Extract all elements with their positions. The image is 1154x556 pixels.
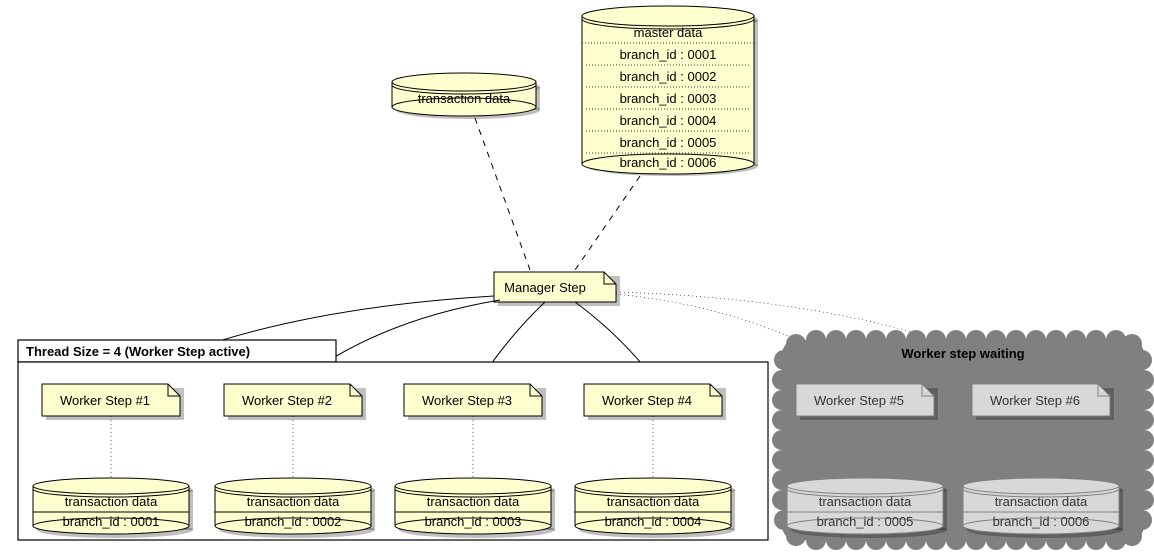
worker-step-2: Worker Step #2: [224, 384, 366, 420]
top-transaction-cylinder: transaction data: [392, 73, 536, 116]
edge-master-manager: [575, 176, 640, 270]
cyl-branch: branch_id : 0006: [993, 514, 1090, 529]
worker-cylinder-6: transaction data branch_id : 0006: [963, 478, 1123, 538]
worker-step-3: Worker Step #3: [404, 384, 546, 420]
manager-step-node: Manager Step: [494, 272, 620, 306]
worker-label: Worker Step #2: [242, 393, 332, 408]
cyl-branch: branch_id : 0001: [63, 514, 160, 529]
manager-step-label: Manager Step: [504, 280, 586, 295]
master-row: branch_id : 0001: [620, 47, 717, 62]
worker-cylinder-4: transaction data branch_id : 0004: [575, 478, 735, 538]
worker-step-4: Worker Step #4: [584, 384, 726, 420]
master-row: branch_id : 0002: [620, 69, 717, 84]
master-row: branch_id : 0004: [620, 113, 717, 128]
cyl-tx: transaction data: [995, 494, 1088, 509]
cyl-tx: transaction data: [427, 494, 520, 509]
worker-label: Worker Step #4: [602, 393, 692, 408]
cyl-branch: branch_id : 0002: [245, 514, 342, 529]
diagram-canvas: transaction data master data branch_id :…: [0, 0, 1154, 556]
worker-step-6: Worker Step #6: [972, 384, 1114, 420]
master-row: branch_id : 0006: [620, 155, 717, 170]
master-data-cylinder: master data branch_id : 0001 branch_id :…: [582, 6, 754, 174]
master-row: branch_id : 0005: [620, 135, 717, 150]
worker-cylinder-2: transaction data branch_id : 0002: [215, 478, 375, 538]
worker-label: Worker Step #1: [60, 393, 150, 408]
worker-cylinder-5: transaction data branch_id : 0005: [787, 478, 947, 538]
active-group-title: Thread Size = 4 (Worker Step active): [26, 344, 250, 359]
master-row: branch_id : 0003: [620, 91, 717, 106]
worker-label: Worker Step #3: [422, 393, 512, 408]
worker-step-1: Worker Step #1: [42, 384, 184, 420]
cyl-tx: transaction data: [819, 494, 912, 509]
cyl-branch: branch_id : 0003: [425, 514, 522, 529]
cyl-branch: branch_id : 0004: [605, 514, 702, 529]
cyl-tx: transaction data: [247, 494, 340, 509]
cyl-branch: branch_id : 0005: [817, 514, 914, 529]
worker-label: Worker Step #6: [990, 393, 1080, 408]
waiting-group-title: Worker step waiting: [901, 346, 1024, 361]
cyl-tx: transaction data: [65, 494, 158, 509]
cyl-tx: transaction data: [607, 494, 700, 509]
worker-cylinder-3: transaction data branch_id : 0003: [395, 478, 555, 538]
worker-step-5: Worker Step #5: [796, 384, 938, 420]
master-title: master data: [634, 25, 703, 40]
worker-label: Worker Step #5: [814, 393, 904, 408]
worker-cylinder-1: transaction data branch_id : 0001: [33, 478, 193, 538]
top-transaction-label: transaction data: [418, 91, 511, 106]
edge-transaction-manager: [475, 118, 530, 270]
